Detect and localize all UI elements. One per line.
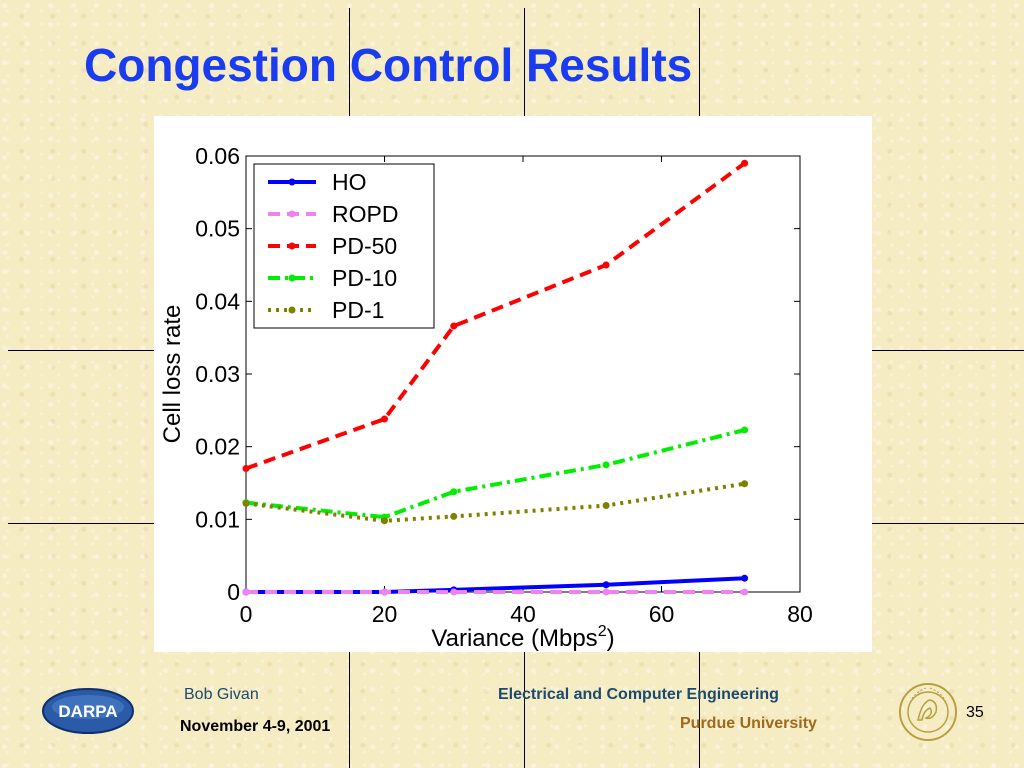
y-tick-label: 0: [227, 579, 240, 605]
data-point-ropd: [242, 588, 250, 596]
data-point-pd-1: [381, 517, 388, 525]
purdue-seal-logo: [899, 683, 957, 741]
y-tick-label: 0.05: [195, 216, 240, 242]
x-tick-label: 40: [510, 601, 536, 627]
data-point-pd-1: [242, 499, 250, 507]
darpa-logo-text: DARPA: [58, 702, 117, 721]
data-point-pd-10: [450, 488, 458, 496]
data-point-ho: [602, 581, 610, 589]
guide-line-horizontal: [8, 350, 154, 351]
legend-marker-pd-10: [288, 274, 296, 282]
slide-title: Congestion Control Results: [84, 39, 693, 91]
data-point-ropd: [741, 588, 749, 596]
legend-marker-ropd: [288, 210, 296, 218]
y-axis-label: Cell loss rate: [159, 305, 186, 444]
y-tick-label: 0.02: [195, 434, 240, 460]
legend-label-ropd: ROPD: [332, 201, 398, 227]
data-point-pd-50: [450, 322, 458, 330]
data-point-ropd: [450, 588, 458, 596]
data-point-pd-50: [602, 261, 610, 269]
series-line-ho: [246, 576, 745, 594]
department: Electrical and Computer Engineering: [498, 686, 779, 703]
y-tick-label: 0.03: [195, 361, 240, 387]
data-point-pd-1: [450, 512, 458, 520]
legend-label-pd-10: PD-10: [332, 265, 397, 291]
data-point-pd-10: [602, 461, 610, 469]
series-line-pd-50: [245, 161, 746, 471]
y-tick-label: 0.06: [195, 143, 240, 169]
data-point-pd-10: [741, 426, 749, 434]
x-tick-label: 80: [787, 601, 813, 627]
data-point-pd-1: [602, 502, 610, 510]
data-point-pd-1: [741, 480, 749, 488]
x-tick-label: 0: [240, 601, 253, 627]
data-point-pd-50: [741, 159, 749, 167]
chart-panel: 0 20 40 60 80 0 0.01 0.02 0.03 0.04 0.05 0.06 Varian…: [154, 116, 872, 652]
legend-marker-ho: [288, 178, 296, 186]
legend-label-pd-1: PD-1: [332, 297, 384, 323]
legend-label-pd-50: PD-50: [332, 233, 397, 259]
x-tick-label: 60: [649, 601, 675, 627]
guide-line-horizontal: [872, 523, 1024, 524]
legend-label-ho: HO: [332, 169, 367, 195]
guide-line-horizontal: [872, 350, 1024, 351]
data-point-ropd: [381, 588, 388, 596]
data-point-ropd: [602, 588, 610, 596]
y-tick-label: 0.01: [195, 506, 240, 532]
data-point-ho: [741, 574, 749, 582]
guide-line-horizontal: [8, 523, 154, 524]
y-tick-label: 0.04: [195, 288, 240, 314]
author: Bob Givan: [184, 686, 259, 703]
darpa-logo: DARPA: [42, 688, 134, 734]
data-point-pd-50: [381, 415, 388, 423]
series-line-pd-1: [245, 481, 745, 523]
line-chart: 0 20 40 60 80 0 0.01 0.02 0.03 0.04 0.05 0.06 Varian…: [159, 143, 813, 652]
legend-marker-pd-50: [288, 242, 296, 250]
legend-box: [253, 163, 435, 329]
page-number: 35: [966, 704, 984, 721]
university: Purdue University: [680, 715, 817, 732]
data-point-pd-50: [242, 464, 250, 472]
legend-marker-pd-1: [288, 306, 296, 314]
series-line-pd-10: [245, 428, 746, 520]
x-tick-label: 20: [372, 601, 398, 627]
x-axis-label: Variance (Mbps2): [431, 623, 614, 652]
date: November 4-9, 2001: [180, 718, 331, 735]
